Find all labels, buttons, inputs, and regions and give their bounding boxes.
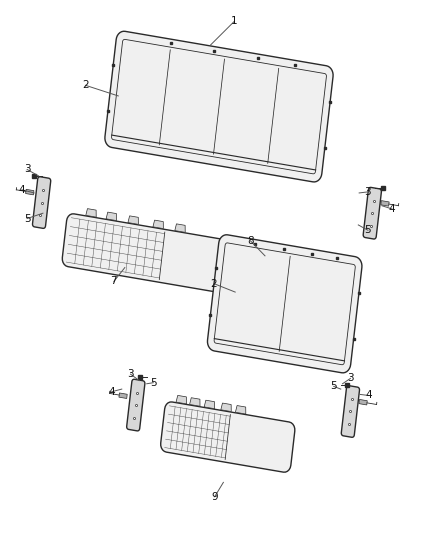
Polygon shape [128,216,138,224]
Polygon shape [161,402,295,472]
Text: 5: 5 [150,378,157,387]
Polygon shape [359,399,367,405]
Text: 4: 4 [389,204,396,214]
Polygon shape [175,224,185,232]
Text: 7: 7 [110,277,117,286]
Text: 4: 4 [108,387,115,397]
Text: 3: 3 [24,165,31,174]
Polygon shape [105,31,333,182]
Text: 2: 2 [82,80,89,90]
Polygon shape [127,379,145,431]
Polygon shape [190,398,200,406]
Polygon shape [62,214,262,298]
Text: 3: 3 [364,187,371,197]
Text: 4: 4 [365,391,372,400]
Polygon shape [204,400,215,409]
Polygon shape [381,200,389,206]
Text: 9: 9 [211,492,218,502]
Text: 5: 5 [330,382,337,391]
Text: 1: 1 [231,17,238,26]
Polygon shape [32,177,51,228]
Text: 8: 8 [247,236,254,246]
Polygon shape [119,393,127,399]
Polygon shape [208,235,362,373]
Text: 3: 3 [127,369,134,379]
Text: 5: 5 [24,214,31,223]
Text: 5: 5 [364,225,371,235]
Polygon shape [235,406,246,414]
Polygon shape [363,188,381,239]
Text: 3: 3 [347,374,354,383]
Polygon shape [221,403,231,411]
Text: 2: 2 [210,279,217,288]
Text: 4: 4 [18,185,25,195]
Polygon shape [86,208,96,217]
Polygon shape [176,395,187,404]
Polygon shape [106,212,117,221]
Polygon shape [26,189,34,195]
Polygon shape [341,386,360,437]
Polygon shape [153,220,163,229]
